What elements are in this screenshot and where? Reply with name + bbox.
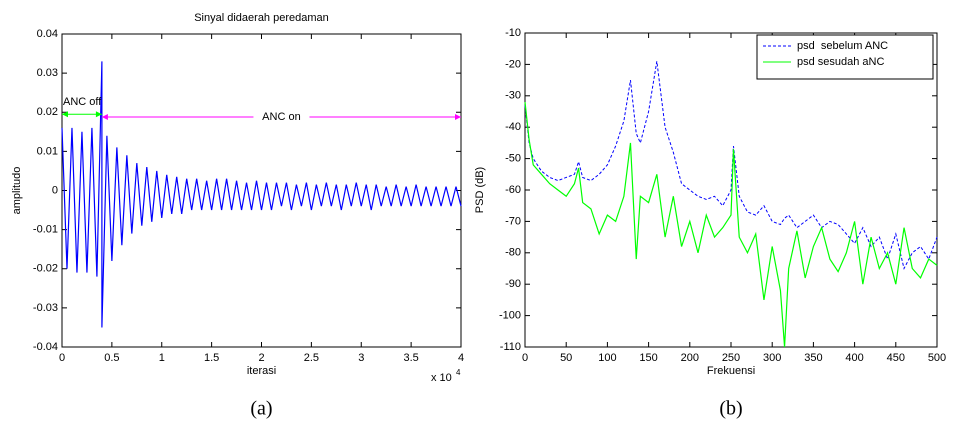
x-tick-label: 450 [887,352,905,364]
x-tick-label: 1.5 [204,352,219,364]
x-tick-label: 150 [639,352,657,364]
caption: (a) [250,398,272,420]
x-tick-label: 2 [258,352,264,364]
x-tick-label: 0 [59,352,65,364]
x-multiplier-exp: 4 [456,368,461,377]
annotation-text: ANC on [262,111,301,123]
legend-label: psd sesudah aNC [797,56,884,68]
arrow-head [62,111,68,118]
x-tick-label: 4 [458,352,464,364]
x-tick-label: 250 [722,352,740,364]
x-tick-label: 0 [522,352,528,364]
y-tick-label: -110 [500,341,521,353]
y-tick-label: -80 [505,247,521,259]
legend-label: psd sebelum ANC [797,40,888,52]
y-tick-label: 0.04 [37,28,58,40]
x-tick-label: 50 [560,352,572,364]
x-axis-label: Frekuensi [707,365,755,377]
x-tick-label: 200 [681,352,699,364]
data-line [61,61,462,328]
y-tick-label: -0.02 [33,263,58,275]
y-tick-label: -30 [505,90,521,102]
x-axis-label: iterasi [247,365,276,377]
y-tick-label: -0.04 [33,341,58,353]
x-tick-label: 400 [845,352,863,364]
x-tick-label: 3.5 [403,352,418,364]
y-axis-label: PSD (dB) [474,167,486,213]
x-tick-label: 500 [928,352,946,364]
y-tick-label: -0.01 [33,224,58,236]
y-tick-label: -70 [505,215,521,227]
x-tick-label: 0.5 [104,352,119,364]
arrow-head [101,113,108,120]
legend-box [756,34,934,80]
chart-title: Sinyal didaerah peredaman [194,12,329,24]
y-tick-label: -60 [505,184,521,196]
y-tick-label: -20 [505,58,521,70]
y-tick-label: 0.01 [37,145,58,157]
plot-area [61,33,462,348]
x-tick-label: 3 [358,352,364,364]
y-tick-label: -50 [505,153,521,165]
y-tick-label: -0.03 [33,302,58,314]
arrow-head [95,111,102,118]
x-tick-label: 1 [159,352,165,364]
y-tick-label: -100 [499,310,521,322]
data-line [524,102,938,348]
y-tick-label: 0 [52,184,58,196]
annotation-text: ANC off [63,96,102,108]
x-tick-label: 300 [763,352,781,364]
y-tick-label: -10 [505,27,521,39]
data-line [524,61,938,270]
y-tick-label: -40 [505,121,521,133]
y-tick-label: 0.03 [37,67,58,79]
caption: (b) [719,398,742,420]
x-multiplier: x 10 [431,372,452,384]
y-tick-label: 0.02 [37,106,58,118]
x-tick-label: 100 [598,352,616,364]
arrow-head [455,113,461,120]
x-tick-label: 2.5 [304,352,319,364]
x-tick-label: 350 [804,352,822,364]
y-tick-label: -90 [505,278,521,290]
y-axis-label: amplitudo [11,167,23,215]
annotation-bg [253,108,310,125]
